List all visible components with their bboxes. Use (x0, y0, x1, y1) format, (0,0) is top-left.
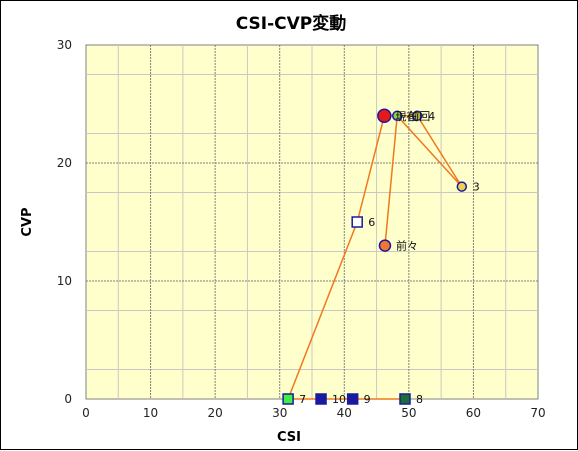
data-point-marker (378, 239, 392, 252)
data-point-label: 7 (299, 393, 306, 406)
tick-labels: 0 10 20 30 40 50 60 70 0 10 20 30 (57, 38, 546, 420)
series-line (287, 114, 463, 400)
y-axis-title: CVP (20, 207, 35, 236)
data-point-marker (412, 110, 423, 122)
data-point-marker (315, 393, 327, 405)
data-point-marker (391, 110, 403, 122)
data-point-label: 前々 (396, 239, 418, 253)
x-tick-label: 40 (337, 406, 352, 420)
x-tick-label: 50 (401, 406, 416, 420)
data-point-label: 前回 (408, 109, 430, 123)
x-tick-label: 60 (466, 406, 481, 420)
chart-title: CSI-CVP変動 (236, 13, 347, 34)
x-tick-label: 70 (530, 406, 545, 420)
data-point-label: 6 (368, 216, 375, 229)
x-tick-label: 30 (272, 406, 287, 420)
data-point-label: 4 (428, 110, 435, 123)
x-tick-label: 20 (208, 406, 223, 420)
data-points (282, 108, 468, 405)
x-tick-label: 10 (143, 406, 158, 420)
point-labels: 前々 前回 3 4 現在 6 7 10 9 8 (299, 109, 480, 406)
x-tick-label: 0 (82, 406, 90, 420)
y-tick-label: 10 (57, 274, 72, 288)
y-tick-label: 20 (57, 156, 72, 170)
data-point-label: 9 (364, 393, 371, 406)
data-point-marker (351, 216, 363, 228)
data-point-marker (399, 393, 411, 405)
y-tick-label: 0 (64, 392, 72, 406)
x-axis-title: CSI (277, 430, 301, 445)
data-point-marker (377, 108, 392, 124)
data-point-marker (456, 181, 468, 192)
grid-lines (86, 45, 538, 399)
data-point-label: 10 (332, 393, 346, 406)
data-point-marker (282, 393, 294, 405)
data-point-label: 8 (416, 393, 423, 406)
data-point-marker (346, 393, 359, 405)
data-point-label: 3 (473, 181, 480, 194)
data-point-label: 現在 (395, 110, 417, 123)
y-tick-label: 30 (57, 38, 72, 52)
